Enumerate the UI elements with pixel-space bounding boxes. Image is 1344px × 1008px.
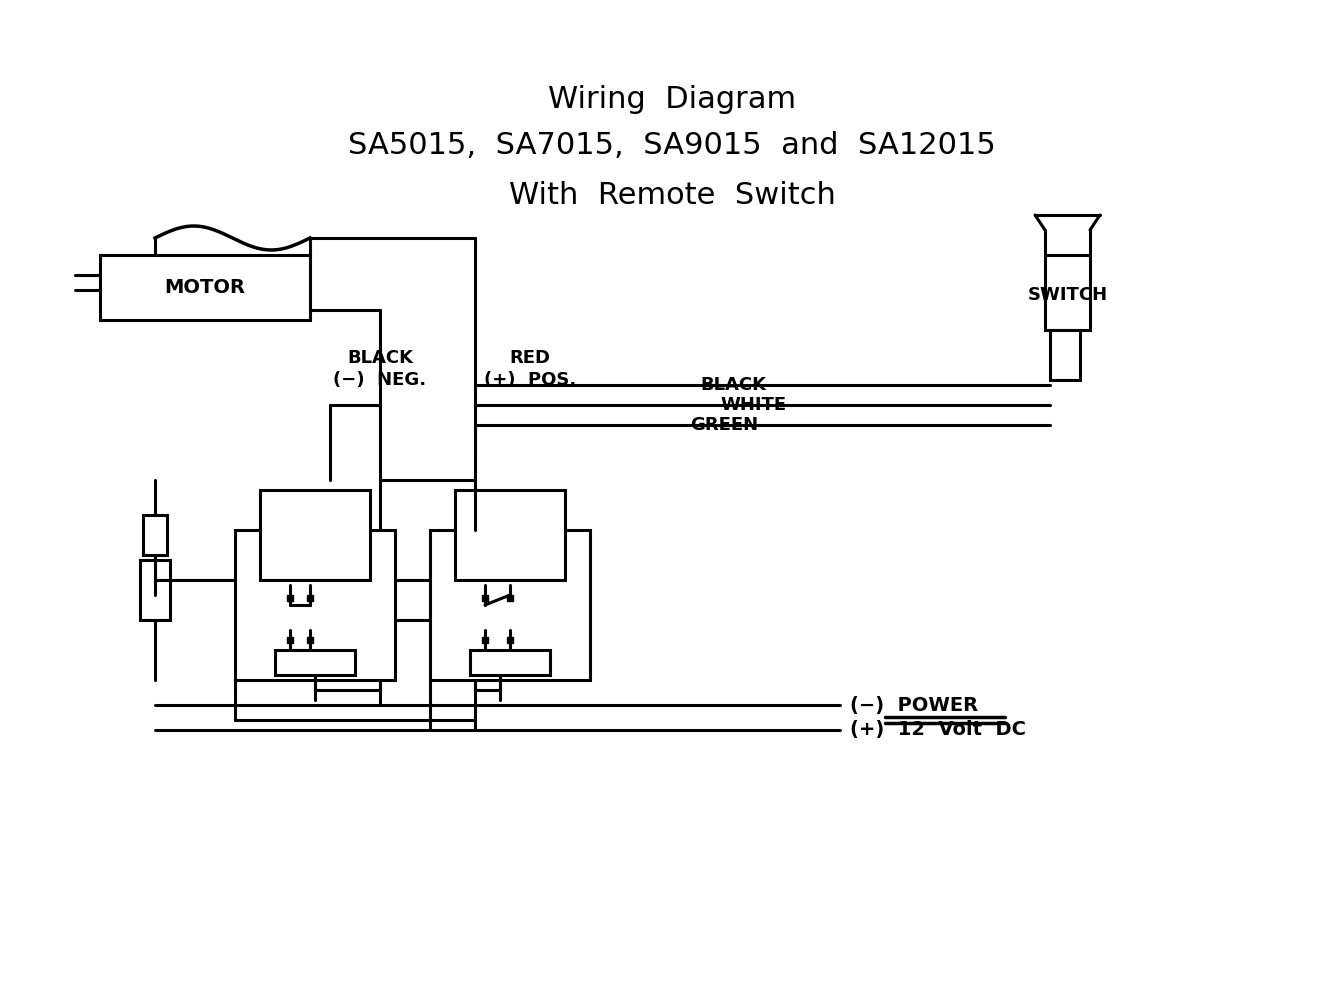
Text: GREEN: GREEN (689, 416, 758, 434)
Bar (276, 650, 355, 675)
Text: Wiring  Diagram: Wiring Diagram (548, 86, 796, 115)
Bar (430, 530, 590, 680)
Text: (−)  POWER: (−) POWER (849, 696, 978, 715)
Bar (1050, 330, 1081, 380)
Text: (+)  12  Volt  DC: (+) 12 Volt DC (849, 721, 1025, 740)
Text: BLACK: BLACK (700, 376, 766, 394)
Bar (99, 255, 310, 320)
Bar (1046, 255, 1090, 330)
Text: RED: RED (509, 349, 551, 367)
Text: SA5015,  SA7015,  SA9015  and  SA12015: SA5015, SA7015, SA9015 and SA12015 (348, 130, 996, 159)
Bar (140, 560, 169, 620)
Text: SWITCH: SWITCH (1027, 286, 1107, 304)
Bar (259, 490, 370, 580)
Bar (142, 515, 167, 555)
Text: MOTOR: MOTOR (164, 278, 246, 297)
Text: With  Remote  Switch: With Remote Switch (508, 180, 836, 210)
Text: BLACK: BLACK (347, 349, 413, 367)
Text: WHITE: WHITE (720, 396, 786, 414)
Bar (456, 490, 564, 580)
Text: (+)  POS.: (+) POS. (484, 371, 577, 389)
Bar (235, 530, 395, 680)
Text: (−)  NEG.: (−) NEG. (333, 371, 426, 389)
Bar (470, 650, 550, 675)
